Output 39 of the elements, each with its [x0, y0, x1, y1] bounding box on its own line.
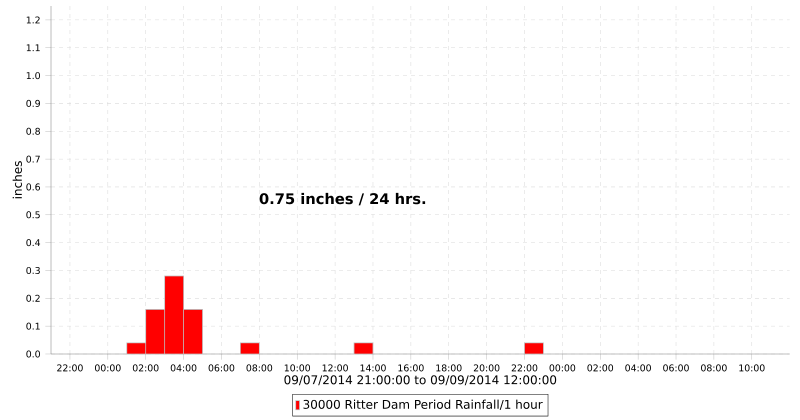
x-tick-label: 04:00 — [625, 364, 651, 372]
bar — [240, 342, 260, 354]
x-axis-title: 09/07/2014 21:00:00 to 09/09/2014 12:00:00 — [284, 375, 556, 386]
y-tick-label: 0.9 — [26, 100, 40, 107]
y-tick-label: 0.6 — [26, 183, 40, 190]
x-tick-label: 12:00 — [322, 364, 348, 372]
x-tick-label: 08:00 — [246, 364, 272, 372]
y-tick-label: 0.0 — [26, 350, 40, 358]
x-tick-label: 22:00 — [57, 364, 83, 372]
x-tick-label: 08:00 — [701, 364, 727, 372]
x-tick-label: 16:00 — [398, 364, 424, 372]
y-axis-title: inches — [12, 161, 22, 198]
x-tick-label: 20:00 — [474, 364, 500, 372]
x-tick-label: 00:00 — [94, 364, 121, 372]
x-tick-label: 02:00 — [587, 364, 614, 372]
y-tick-label: 1.0 — [26, 72, 40, 80]
x-tick-label: 04:00 — [170, 364, 196, 372]
y-tick-label: 0.4 — [26, 239, 40, 246]
x-tick-label: 10:00 — [739, 364, 765, 372]
x-tick-label: 06:00 — [208, 364, 234, 372]
x-tick-label: 06:00 — [663, 364, 689, 372]
y-tick-label: 0.7 — [26, 156, 40, 163]
bar — [524, 342, 544, 354]
y-tick-label: 0.8 — [26, 128, 40, 135]
y-tick-label: 0.5 — [26, 211, 40, 218]
bar — [354, 342, 373, 354]
x-tick-label: 10:00 — [284, 364, 310, 372]
y-tick-label: 0.1 — [26, 322, 40, 330]
x-tick-label: 02:00 — [132, 364, 159, 372]
y-tick-label: 1.1 — [26, 44, 40, 52]
x-tick-label: 00:00 — [550, 364, 576, 372]
y-tick-label: 1.2 — [26, 16, 40, 24]
x-tick-label: 18:00 — [436, 364, 462, 372]
y-tick-label: 0.3 — [26, 266, 40, 274]
x-tick-label: 22:00 — [512, 364, 538, 372]
y-tick-label: 0.2 — [26, 294, 40, 302]
legend-label: 30000 Ritter Dam Period Rainfall/1 hour — [303, 400, 543, 410]
annotation: 0.75 inches / 24 hrs. — [260, 192, 426, 206]
x-tick-label: 14:00 — [360, 364, 386, 372]
